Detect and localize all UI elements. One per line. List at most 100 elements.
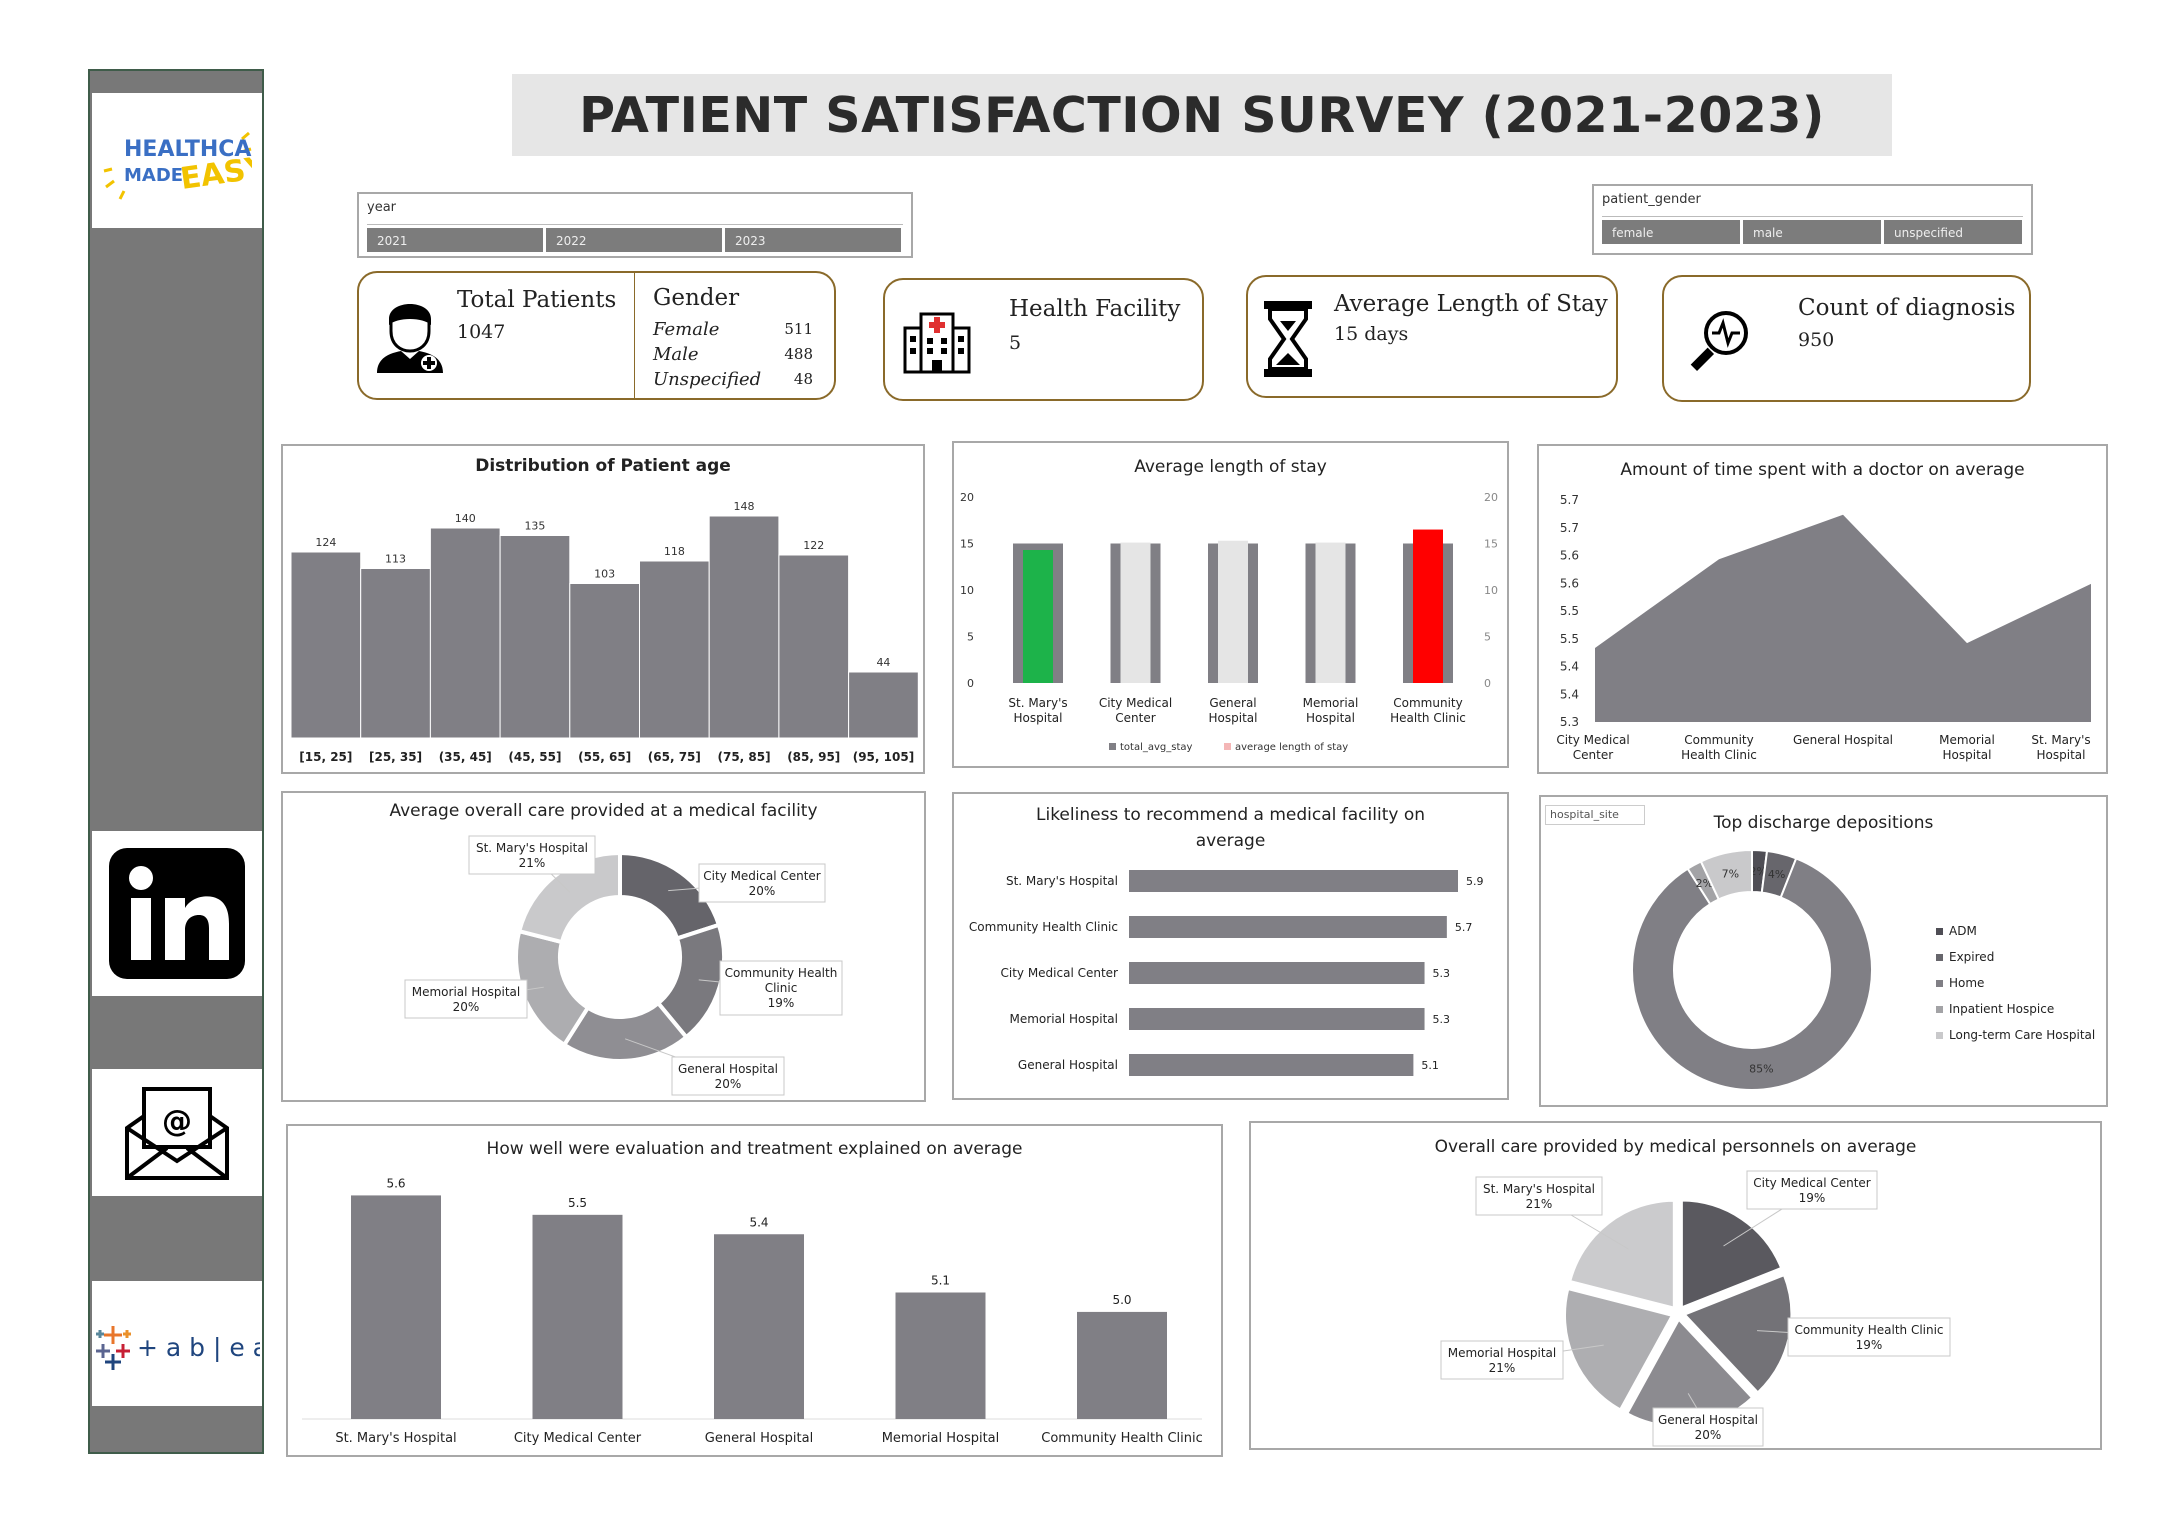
discharge-legend-swatch bbox=[1936, 954, 1943, 961]
age-bar bbox=[848, 671, 919, 739]
gender-option-male[interactable]: male bbox=[1743, 220, 1881, 244]
stay-y-tick: 20 bbox=[960, 491, 974, 504]
discharge-value-label: 2% bbox=[1696, 877, 1713, 890]
email-icon[interactable]: @ bbox=[122, 1083, 232, 1183]
tableau-tile[interactable]: + a b | e a u bbox=[92, 1281, 262, 1406]
kpi-avg-stay: Average Length of Stay 15 days bbox=[1246, 275, 1618, 398]
kpi-diagnosis: Count of diagnosis 950 bbox=[1662, 275, 2031, 402]
age-bar-label: 122 bbox=[803, 539, 824, 552]
age-bar-label: 124 bbox=[315, 536, 336, 549]
personnel-callout-box bbox=[1440, 1340, 1564, 1380]
personnel-slice bbox=[1567, 1198, 1676, 1311]
stay-y2-tick: 10 bbox=[1484, 584, 1498, 597]
stay-y-tick: 5 bbox=[967, 631, 974, 644]
kpi-divider bbox=[634, 273, 635, 398]
recommend-bar bbox=[1129, 962, 1425, 984]
recommend-y-label: City Medical Center bbox=[1000, 966, 1118, 980]
overall-care-panel: Average overall care provided at a medic… bbox=[281, 791, 926, 1102]
explained-bar bbox=[532, 1214, 623, 1419]
age-distribution-chart: 124 [15, 25] 113 [25, 35] 140 (35, 45] 135 (45,… bbox=[290, 500, 919, 764]
gender-option-unspecified[interactable]: unspecified bbox=[1884, 220, 2022, 244]
doctor-x-label: General Hospital bbox=[1793, 733, 1893, 747]
care-callout-label: Memorial Hospital bbox=[412, 985, 521, 999]
recommend-y-label: Community Health Clinic bbox=[969, 920, 1118, 934]
doctor-y-tick: 5.6 bbox=[1560, 549, 1579, 563]
stay-chart-title: Average length of stay bbox=[1134, 457, 1327, 477]
stay-y-tick: 15 bbox=[960, 538, 974, 551]
email-tile[interactable]: @ bbox=[92, 1069, 262, 1196]
care-callout-box bbox=[671, 1056, 785, 1096]
recommend-panel: Likeliness to recommend a medical facili… bbox=[952, 792, 1509, 1100]
explained-x-label: Community Health Clinic bbox=[1041, 1431, 1203, 1446]
stay-avg-bar bbox=[1120, 542, 1151, 683]
doctor-y-tick: 5.5 bbox=[1560, 604, 1579, 618]
total-patients-value: 1047 bbox=[457, 321, 506, 343]
age-tick-label: (95, 105] bbox=[853, 750, 914, 764]
healthcare-made-easy-logo: HEALTHCARE MADE EASY bbox=[92, 93, 262, 228]
gender-option-female[interactable]: female bbox=[1602, 220, 1740, 244]
personnel-callout-label: City Medical Center bbox=[1753, 1176, 1871, 1190]
stay-avg-bar bbox=[1315, 542, 1346, 683]
gender-row-female: Female 511 bbox=[653, 319, 813, 340]
care-callout-label: City Medical Center bbox=[703, 869, 821, 883]
hospital-icon bbox=[903, 312, 971, 374]
age-bar-label: 113 bbox=[385, 553, 406, 566]
stay-y-tick: 10 bbox=[960, 584, 974, 597]
personnel-callout-box bbox=[1475, 1176, 1603, 1216]
linkedin-tile[interactable] bbox=[92, 831, 262, 996]
linkedin-icon[interactable] bbox=[107, 846, 247, 981]
care-callout-label: St. Mary's Hospital bbox=[476, 841, 588, 855]
discharge-panel: hospital_site Top discharge depositions … bbox=[1539, 795, 2108, 1107]
care-slice bbox=[516, 850, 622, 945]
stay-legend-swatch-total bbox=[1109, 743, 1116, 750]
explained-bar bbox=[895, 1292, 986, 1419]
doctor-chart-title: Amount of time spent with a doctor on av… bbox=[1620, 460, 2025, 480]
discharge-legend-label: Expired bbox=[1949, 950, 1994, 964]
care-callout-label: Community Health Clinic bbox=[725, 966, 838, 995]
patient-icon bbox=[377, 304, 443, 373]
health-facility-value: 5 bbox=[1009, 332, 1022, 354]
age-bar-label: 140 bbox=[455, 512, 476, 525]
recommend-bar bbox=[1129, 916, 1447, 938]
care-callout-label: General Hospital bbox=[678, 1062, 778, 1076]
year-option-2023[interactable]: 2023 bbox=[725, 228, 901, 252]
discharge-legend-label: ADM bbox=[1949, 924, 1977, 938]
recommend-value-label: 5.3 bbox=[1433, 967, 1451, 980]
age-bar bbox=[499, 535, 571, 739]
stay-avg-bar bbox=[1413, 529, 1443, 683]
stay-legend-label-avg: average length of stay bbox=[1235, 742, 1348, 753]
age-bar bbox=[569, 583, 640, 739]
recommend-value-label: 5.7 bbox=[1455, 921, 1473, 934]
personnel-callout-box bbox=[1787, 1317, 1951, 1357]
logo-text-1: HEALTHCARE bbox=[124, 137, 252, 162]
care-callout-value: 21% bbox=[519, 856, 546, 870]
hospital-site-filter[interactable]: hospital_site bbox=[1545, 805, 1645, 825]
explained-bar bbox=[1077, 1311, 1167, 1419]
doctor-y-tick: 5.7 bbox=[1560, 521, 1579, 535]
personnel-callout-label: General Hospital bbox=[1658, 1413, 1758, 1427]
age-bar bbox=[360, 568, 431, 739]
stay-x-label: Memorial Hospital bbox=[1303, 696, 1359, 725]
year-option-2022[interactable]: 2022 bbox=[546, 228, 722, 252]
doctor-y-tick: 5.5 bbox=[1560, 632, 1579, 646]
age-tick-label: (35, 45] bbox=[439, 750, 492, 764]
age-bar-label: 103 bbox=[594, 568, 615, 581]
discharge-slice bbox=[1631, 857, 1873, 1091]
recommend-bar bbox=[1129, 1054, 1414, 1076]
stay-avg-bar bbox=[1218, 540, 1248, 683]
gender-breakdown: Female 511 Male 488 Unspecified 48 bbox=[653, 317, 813, 392]
year-option-2021[interactable]: 2021 bbox=[367, 228, 543, 252]
discharge-value-label: 4% bbox=[1768, 868, 1785, 881]
health-facility-label: Health Facility bbox=[1009, 296, 1181, 322]
total-patients-label: Total Patients bbox=[457, 287, 617, 313]
recommend-value-label: 5.9 bbox=[1466, 875, 1484, 888]
recommend-value-label: 5.3 bbox=[1433, 1013, 1451, 1026]
gender-label: Gender bbox=[653, 285, 740, 311]
avg-stay-value: 15 days bbox=[1334, 323, 1409, 345]
discharge-legend-label: Home bbox=[1949, 976, 1984, 990]
doctor-time-panel: Amount of time spent with a doctor on av… bbox=[1537, 444, 2108, 774]
age-tick-label: (85, 95] bbox=[787, 750, 840, 764]
personnel-title: Overall care provided by medical personn… bbox=[1434, 1137, 1917, 1157]
recommend-title: Likeliness to recommend a medical facili… bbox=[1036, 805, 1425, 851]
tableau-logo[interactable]: + a b | e a u bbox=[95, 1314, 260, 1374]
